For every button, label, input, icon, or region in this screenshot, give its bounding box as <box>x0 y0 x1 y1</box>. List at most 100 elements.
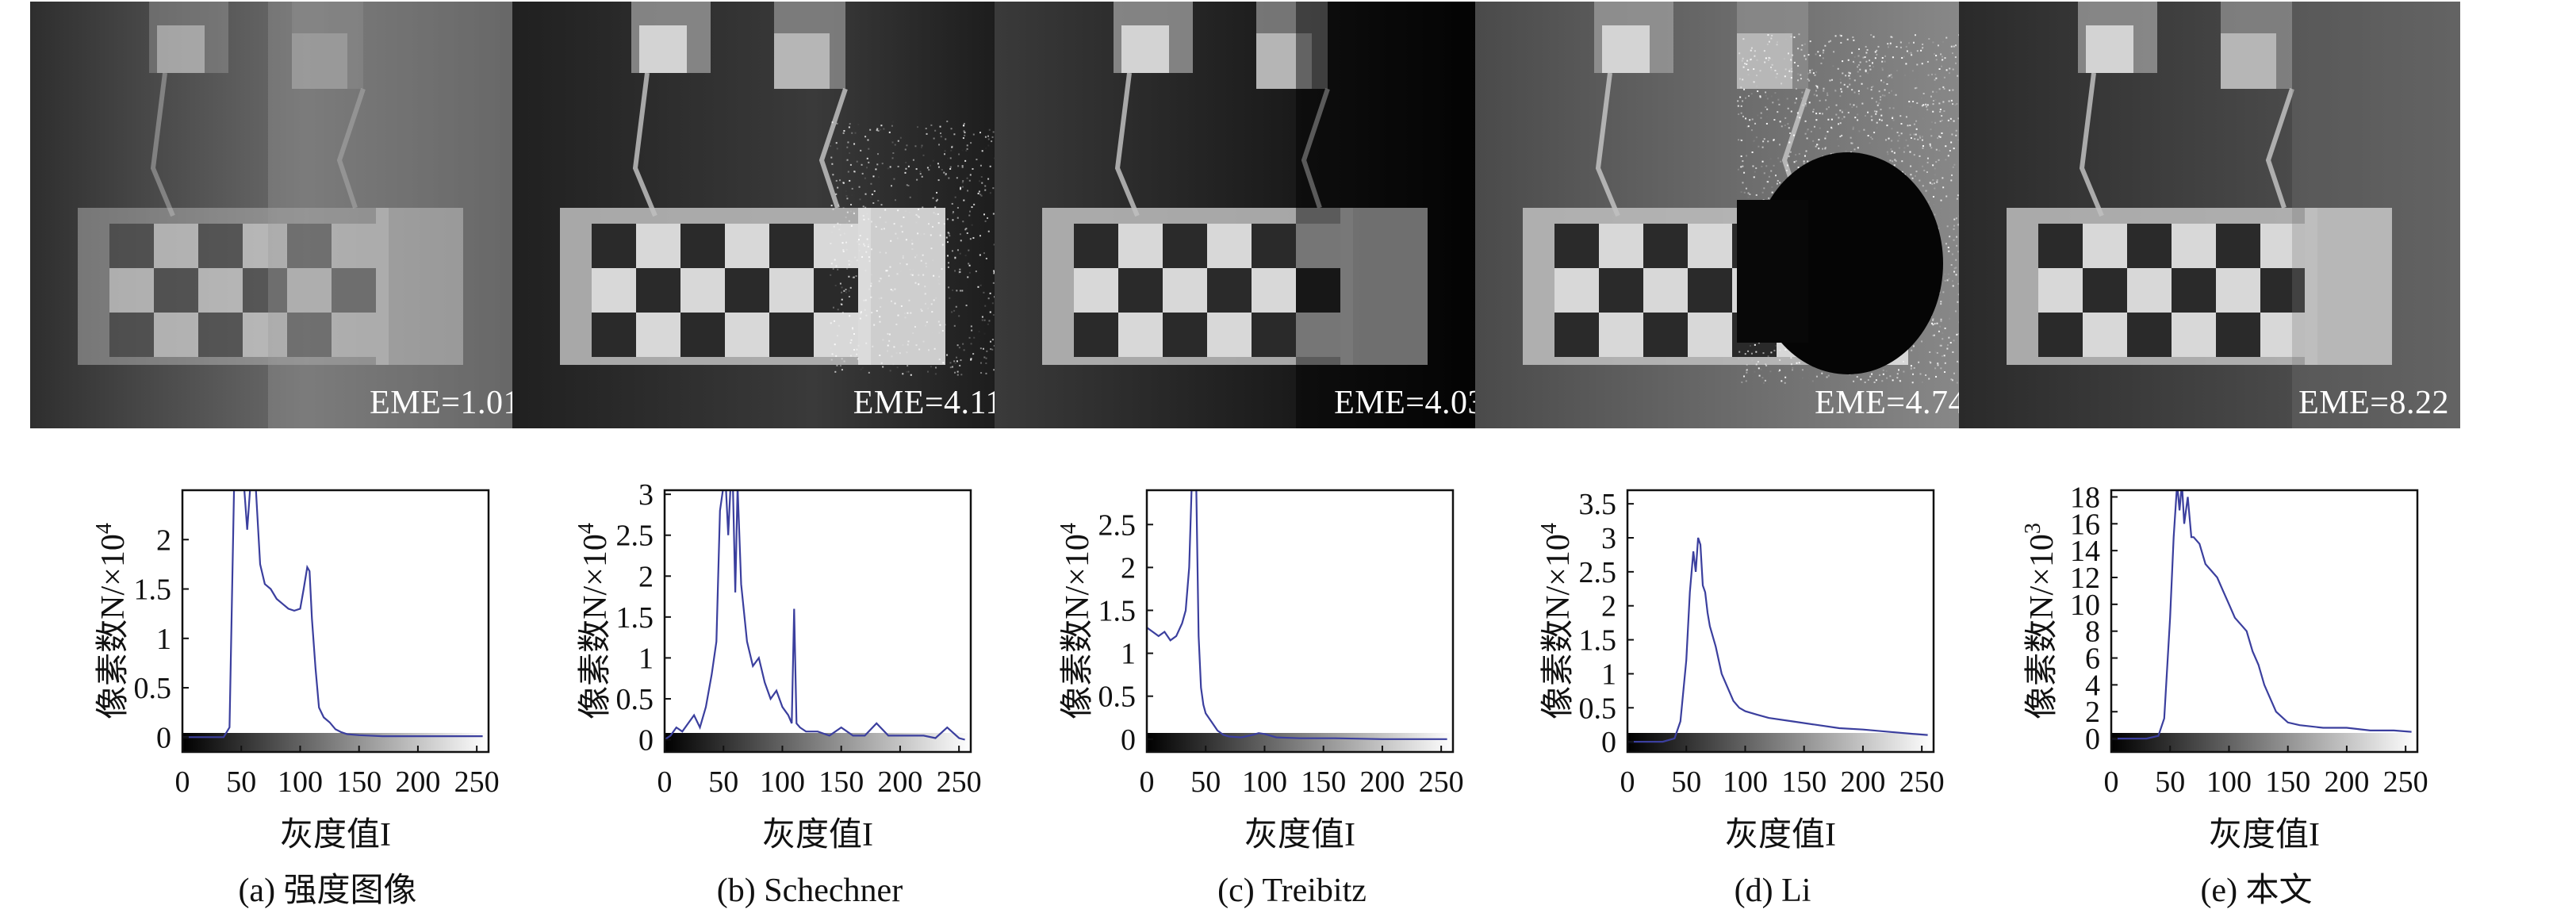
result-image: EME=4.74 <box>1475 2 1976 428</box>
result-image: EME=4.11 <box>512 2 1014 428</box>
y-axis-exponent: 4 <box>1537 523 1562 534</box>
eme-label: EME=4.03 <box>1334 384 1485 422</box>
y-tick-label: 0 <box>1121 723 1136 757</box>
panel-0: EME=1.01 0 50 100 150 200 250 0 0.5 1 1.5 2 像素数N/×10… <box>30 0 531 913</box>
x-tick-label: 0 <box>1140 765 1155 799</box>
histogram-line <box>2111 484 2412 739</box>
y-tick-label: 0.5 <box>1579 692 1617 725</box>
y-tick-label: 3 <box>1601 522 1616 555</box>
y-tick-label: 2 <box>638 560 654 593</box>
subfigure-caption: (e) 本文 <box>2200 872 2312 909</box>
result-image: EME=8.22 <box>1959 2 2460 428</box>
y-axis-label-text: 像素数N/×10 <box>2024 534 2060 719</box>
y-axis-exponent: 4 <box>92 523 117 534</box>
y-axis-label: 像素数N/×104 <box>574 523 614 719</box>
x-tick-label: 0 <box>657 765 673 799</box>
histogram-line <box>1627 538 1928 742</box>
x-tick-label: 150 <box>2265 765 2310 799</box>
result-image: EME=1.01 <box>30 2 531 428</box>
y-tick-label: 3 <box>638 478 654 512</box>
x-axis-label: 灰度值I <box>280 817 391 854</box>
y-tick-label: 18 <box>2070 481 2100 514</box>
y-tick-label: 2 <box>1601 590 1616 623</box>
eme-label: EME=4.74 <box>1815 384 1965 422</box>
x-tick-label: 0 <box>2104 765 2119 799</box>
y-tick-label: 1 <box>1601 658 1616 691</box>
y-tick-label: 1 <box>156 623 171 656</box>
x-tick-label: 50 <box>708 765 738 799</box>
x-tick-label: 150 <box>1781 765 1827 799</box>
gray-colorbar <box>1147 733 1453 752</box>
y-tick-label: 0 <box>156 721 171 754</box>
subfigure-caption: (b) Schechner <box>717 873 903 909</box>
x-axis-label: 灰度值I <box>762 817 873 854</box>
gray-colorbar <box>1627 733 1934 752</box>
y-tick-label: 0 <box>1601 726 1616 759</box>
histogram-line <box>1147 490 1447 739</box>
x-tick-label: 200 <box>1359 765 1405 799</box>
x-axis-label: 灰度值I <box>1725 817 1836 854</box>
y-axis-exponent: 3 <box>2021 523 2045 534</box>
y-tick-label: 2 <box>1121 551 1136 585</box>
y-axis-label-text: 像素数N/×10 <box>95 534 132 719</box>
x-tick-label: 100 <box>2206 765 2252 799</box>
histogram: 0 50 100 150 200 250 0 2 4 6 8 10 12 14 16 18 像素数N/×103 灰… <box>1959 476 2460 912</box>
x-tick-label: 50 <box>1671 765 1701 799</box>
x-tick-label: 250 <box>454 765 500 799</box>
y-tick-label: 2.5 <box>616 520 654 553</box>
x-tick-label: 100 <box>278 765 323 799</box>
y-axis-label-text: 像素数N/×10 <box>1540 534 1577 719</box>
plot-frame <box>1147 490 1453 752</box>
panel-1: EME=4.11 0 50 100 150 200 250 0 0.5 1 1.5 2 2.5 3 像素数N… <box>512 0 1014 913</box>
y-axis-label: 像素数N/×104 <box>1537 523 1577 719</box>
x-tick-label: 50 <box>1190 765 1221 799</box>
x-axis-label: 灰度值I <box>1244 817 1355 854</box>
y-tick-label: 1 <box>638 642 654 675</box>
y-axis-exponent: 4 <box>574 523 599 534</box>
subfigure-caption: (d) Li <box>1735 873 1811 909</box>
y-tick-label: 2.5 <box>1098 508 1137 542</box>
eme-label: EME=4.11 <box>853 384 1002 422</box>
result-image: EME=4.03 <box>995 2 1496 428</box>
y-axis-label: 像素数N/×104 <box>1056 523 1096 719</box>
plot-frame <box>2111 490 2417 752</box>
y-tick-label: 1.5 <box>134 574 172 607</box>
y-axis-label: 像素数N/×103 <box>2021 523 2060 719</box>
y-tick-label: 0 <box>638 724 654 758</box>
eme-label: EME=8.22 <box>2298 384 2449 422</box>
x-tick-label: 250 <box>937 765 982 799</box>
histogram: 0 50 100 150 200 250 0 0.5 1 1.5 2 2.5 3 3.5 像素数N/×104… <box>1475 476 1976 912</box>
y-axis-label-text: 像素数N/×10 <box>577 534 614 719</box>
y-tick-label: 1.5 <box>616 601 654 635</box>
x-tick-label: 200 <box>877 765 922 799</box>
x-tick-label: 100 <box>1723 765 1768 799</box>
panel-4: EME=8.22 0 50 100 150 200 250 0 2 4 6 8 10 12 14 16 18 像素… <box>1959 0 2460 913</box>
histogram: 0 50 100 150 200 250 0 0.5 1 1.5 2 2.5 像素数N/×104 灰度值I… <box>995 476 1496 912</box>
plot-frame <box>1627 490 1934 752</box>
x-tick-label: 200 <box>2324 765 2369 799</box>
subfigure-caption: (c) Treibitz <box>1217 873 1367 909</box>
y-tick-label: 2.5 <box>1579 556 1617 589</box>
eme-label: EME=1.01 <box>370 384 520 422</box>
histogram: 0 50 100 150 200 250 0 0.5 1 1.5 2 像素数N/×104 灰度值I (a)… <box>30 476 531 912</box>
y-axis-exponent: 4 <box>1056 523 1081 534</box>
x-tick-label: 100 <box>1242 765 1287 799</box>
y-tick-label: 1 <box>1121 638 1136 671</box>
plot-frame <box>665 490 971 752</box>
y-tick-label: 0.5 <box>616 683 654 716</box>
plot-frame <box>182 490 489 752</box>
x-tick-label: 0 <box>1620 765 1635 799</box>
x-tick-label: 0 <box>175 765 190 799</box>
x-tick-label: 100 <box>760 765 805 799</box>
panel-2: EME=4.03 0 50 100 150 200 250 0 0.5 1 1.5 2 2.5 像素数N/… <box>995 0 1496 913</box>
y-tick-label: 3.5 <box>1579 488 1617 521</box>
y-tick-label: 2 <box>156 524 171 557</box>
x-axis-label: 灰度值I <box>2209 817 2320 854</box>
x-tick-label: 150 <box>818 765 864 799</box>
x-tick-label: 150 <box>1301 765 1346 799</box>
x-tick-label: 200 <box>1840 765 1885 799</box>
histogram-line <box>182 481 483 738</box>
x-tick-label: 50 <box>2155 765 2185 799</box>
y-tick-label: 0.5 <box>1098 681 1137 714</box>
y-tick-label: 1.5 <box>1098 594 1137 627</box>
